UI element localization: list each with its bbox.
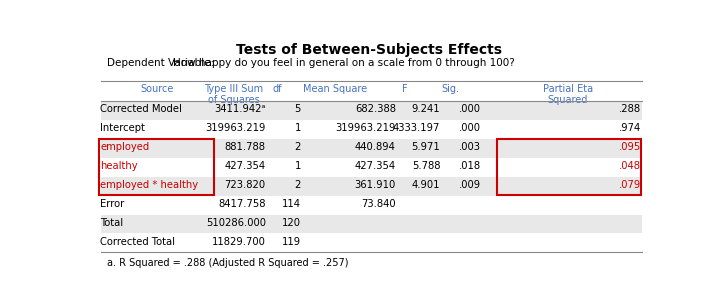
Text: 1: 1 [294,123,301,133]
Text: 723.820: 723.820 [225,180,266,190]
FancyBboxPatch shape [101,177,642,196]
Text: Type III Sum
of Squares: Type III Sum of Squares [204,84,264,105]
Text: .095: .095 [619,142,642,152]
Text: 4.901: 4.901 [412,180,441,190]
Text: .000: .000 [459,104,481,114]
Text: .009: .009 [459,180,481,190]
Text: 2: 2 [294,180,301,190]
Text: .079: .079 [619,180,642,190]
Text: 5.788: 5.788 [412,161,441,171]
Text: Corrected Total: Corrected Total [100,237,175,247]
Text: 114: 114 [282,199,301,209]
Text: 361.910: 361.910 [354,180,396,190]
Text: 2: 2 [294,142,301,152]
Text: 5: 5 [294,104,301,114]
Text: 881.788: 881.788 [225,142,266,152]
Text: 682.388: 682.388 [355,104,396,114]
Text: healthy: healthy [100,161,138,171]
Text: 319963.219: 319963.219 [205,123,266,133]
Text: Total: Total [100,218,123,228]
Text: 9.241: 9.241 [412,104,441,114]
Text: .018: .018 [459,161,481,171]
Text: Intercept: Intercept [100,123,145,133]
Text: a. R Squared = .288 (Adjusted R Squared = .257): a. R Squared = .288 (Adjusted R Squared … [107,258,348,268]
Text: 3411.942ᵃ: 3411.942ᵃ [215,104,266,114]
Text: How happy do you feel in general on a scale from 0 through 100?: How happy do you feel in general on a sc… [173,58,514,68]
FancyBboxPatch shape [101,120,642,139]
Text: employed: employed [100,142,149,152]
FancyBboxPatch shape [101,234,642,252]
Text: 4333.197: 4333.197 [393,123,441,133]
Text: 510286.000: 510286.000 [206,218,266,228]
Text: 5.971: 5.971 [412,142,441,152]
Text: Tests of Between-Subjects Effects: Tests of Between-Subjects Effects [236,43,502,57]
Text: F: F [402,84,408,94]
Text: Partial Eta
Squared: Partial Eta Squared [543,84,593,105]
Text: 440.894: 440.894 [355,142,396,152]
Text: 427.354: 427.354 [225,161,266,171]
Text: .048: .048 [619,161,642,171]
Text: Source: Source [140,84,174,94]
Text: employed * healthy: employed * healthy [100,180,198,190]
FancyBboxPatch shape [101,158,642,177]
Text: .974: .974 [619,123,642,133]
Text: 119: 119 [282,237,301,247]
FancyBboxPatch shape [101,139,642,158]
Text: 11829.700: 11829.700 [212,237,266,247]
Text: df: df [273,84,282,94]
Text: .000: .000 [459,123,481,133]
Text: 427.354: 427.354 [355,161,396,171]
Text: Mean Square: Mean Square [303,84,368,94]
Text: 73.840: 73.840 [361,199,396,209]
Text: 1: 1 [294,161,301,171]
FancyBboxPatch shape [101,101,642,120]
FancyBboxPatch shape [101,196,642,214]
Text: 319963.219: 319963.219 [336,123,396,133]
Text: Error: Error [100,199,125,209]
FancyBboxPatch shape [101,215,642,233]
Text: Dependent Variable:: Dependent Variable: [107,58,214,68]
Text: 120: 120 [282,218,301,228]
Text: Corrected Model: Corrected Model [100,104,182,114]
Text: Sig.: Sig. [441,84,459,94]
Text: .288: .288 [619,104,642,114]
Text: 8417.758: 8417.758 [218,199,266,209]
Text: .003: .003 [459,142,481,152]
